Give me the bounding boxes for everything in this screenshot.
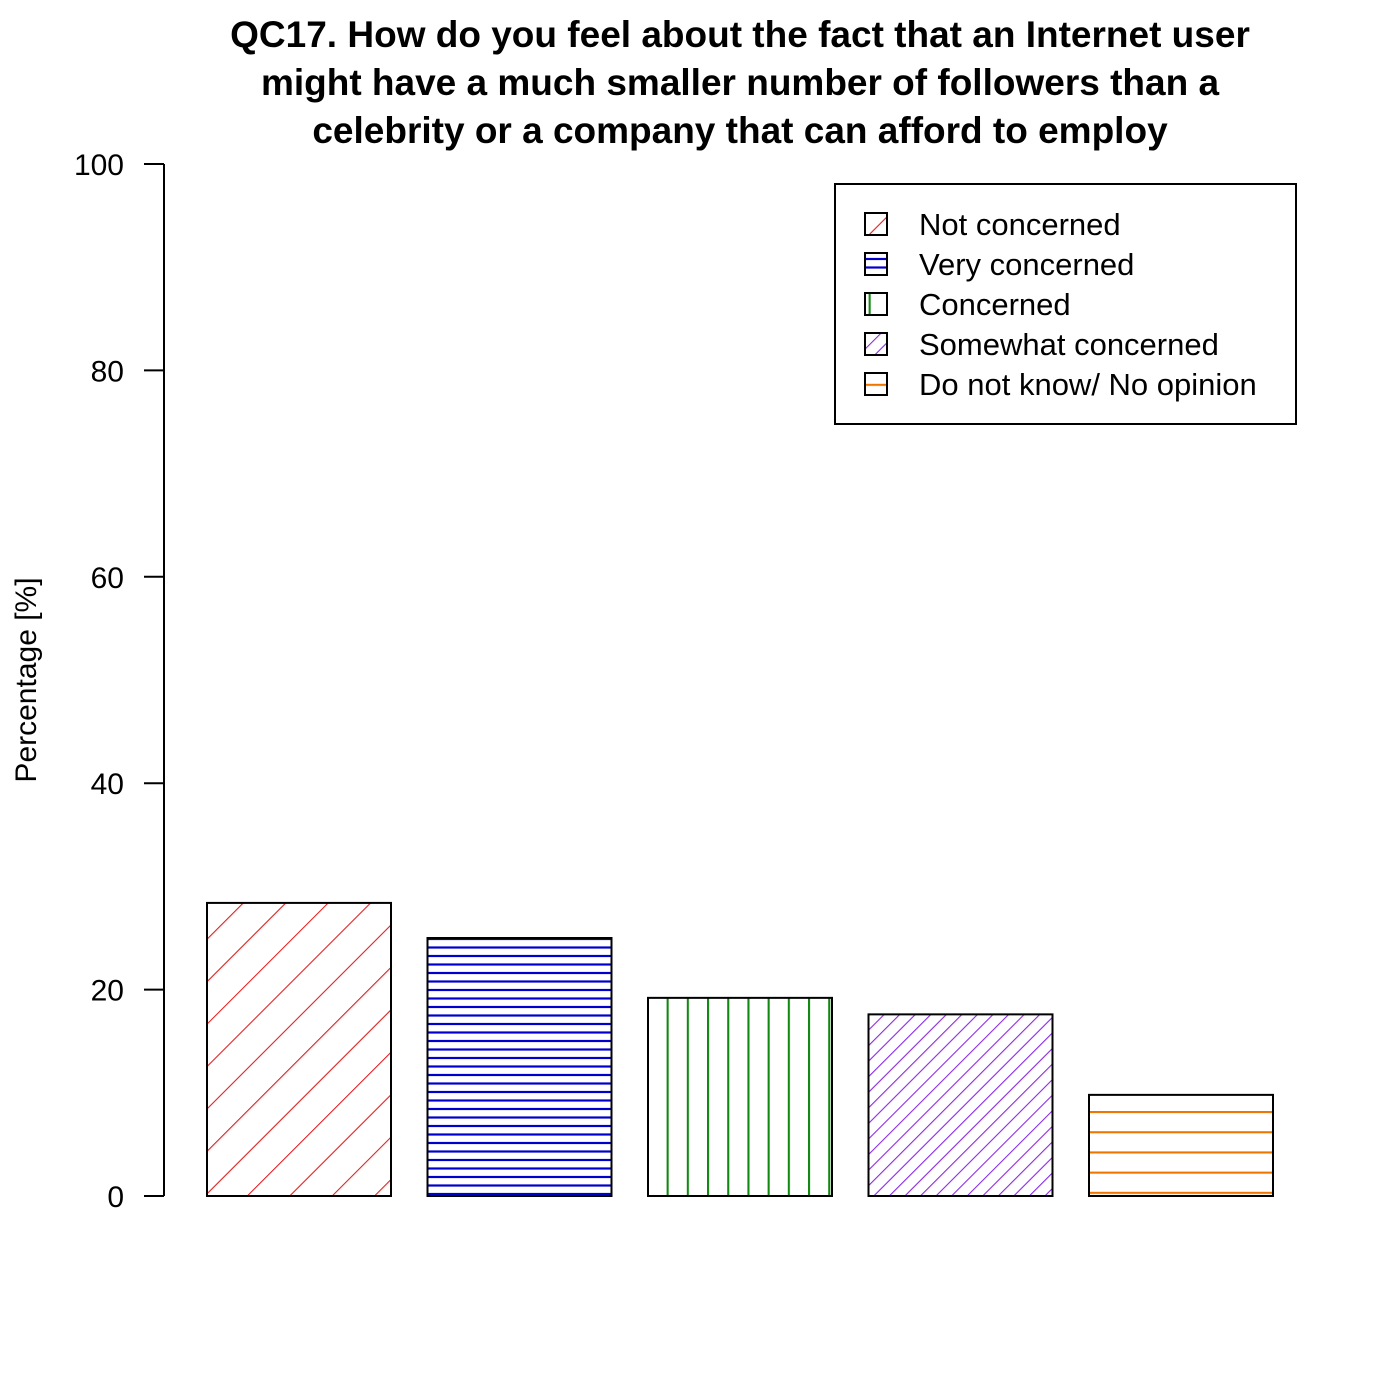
legend-swatch — [864, 332, 888, 356]
bar — [867, 1013, 1054, 1197]
y-axis-label: Percentage [%] — [10, 577, 43, 782]
legend-box — [834, 183, 1297, 425]
legend-swatch — [864, 292, 888, 316]
legend-label: Not concerned — [919, 207, 1121, 242]
legend: Not concerned Very concerned Concerned Some… — [834, 183, 1297, 425]
y-tick-label: 20 — [91, 975, 124, 1008]
legend-swatch — [864, 372, 888, 396]
bar — [1088, 1093, 1274, 1198]
y-tick-label: 60 — [91, 562, 124, 595]
legend-swatch — [864, 252, 888, 276]
chart-title: QC17. How do you feel about the fact tha… — [230, 14, 1250, 151]
y-tick-label: 80 — [91, 355, 124, 388]
y-tick-label: 100 — [74, 149, 124, 182]
legend-swatch — [864, 212, 888, 236]
title-line-1: QC17. How do you feel about the fact tha… — [230, 14, 1250, 55]
bar — [647, 996, 833, 1198]
legend-label: Somewhat concerned — [919, 327, 1219, 362]
bar — [206, 901, 392, 1197]
y-tick-label: 40 — [91, 768, 124, 801]
title-line-2: might have a much smaller number of foll… — [261, 62, 1220, 103]
y-tick-label: 0 — [107, 1181, 124, 1214]
legend-label: Do not know/ No opinion — [919, 367, 1257, 402]
legend-label: Very concerned — [919, 247, 1134, 282]
bar — [426, 937, 613, 1197]
bars-group — [206, 901, 1274, 1198]
legend-label: Concerned — [919, 287, 1071, 322]
title-line-3: celebrity or a company that can afford t… — [312, 110, 1168, 151]
y-axis: 0 20 40 60 80 100 — [74, 149, 165, 1214]
